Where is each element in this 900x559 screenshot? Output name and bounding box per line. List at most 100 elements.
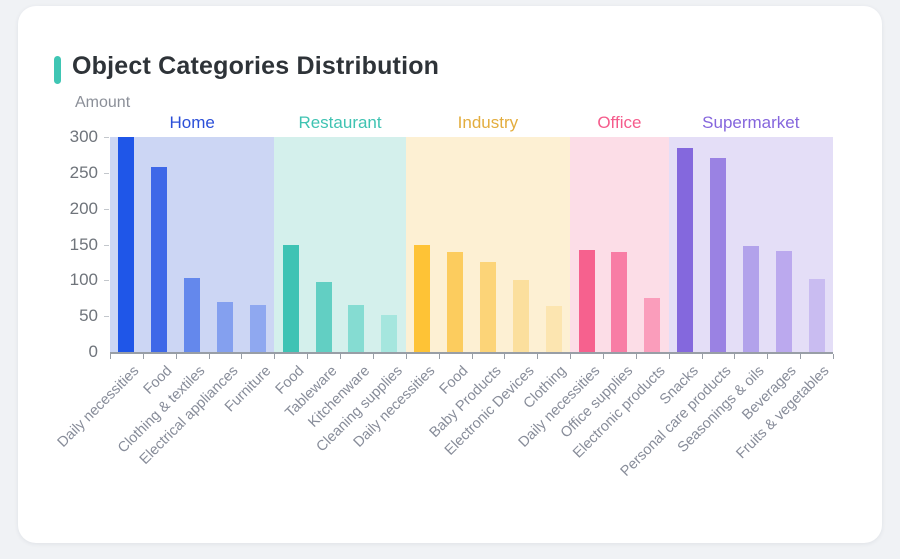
- x-axis-tick: [142, 354, 144, 359]
- x-axis-tick: [438, 354, 440, 359]
- x-axis-tick: [504, 354, 506, 359]
- y-tick-label: 0: [88, 342, 98, 361]
- chart-card: Object Categories Distribution Amount 0 5…: [18, 6, 882, 543]
- group-panel-supermarket: [668, 137, 833, 352]
- x-axis-tick: [340, 354, 342, 359]
- bar-restaurant-kitchenware[interactable]: [348, 304, 365, 352]
- bar-supermarket-fruits-vegetables[interactable]: [808, 278, 825, 352]
- bar-restaurant-tableware[interactable]: [315, 281, 332, 352]
- bar-slot: [570, 137, 603, 352]
- title-accent-bar: [54, 56, 61, 84]
- x-axis-tick: [175, 354, 177, 359]
- bar-home-food[interactable]: [151, 167, 168, 352]
- bar-slot: [471, 137, 504, 352]
- x-label-slot: Furniture: [222, 357, 274, 527]
- bar-slot: [373, 137, 406, 352]
- x-axis-tick: [307, 354, 309, 359]
- bar-home-furniture[interactable]: [249, 305, 266, 352]
- y-axis-tick: [104, 280, 109, 282]
- y-axis-tick: [104, 172, 109, 174]
- bar-slot: [110, 137, 143, 352]
- x-label-slot: Beverages: [740, 357, 800, 527]
- group-panel-industry: [405, 137, 571, 352]
- y-tick-label: 100: [69, 270, 98, 290]
- y-tick-label: 50: [79, 306, 98, 326]
- x-label-slot: Cleaning supplies: [313, 357, 406, 527]
- x-axis-tick: [701, 354, 703, 359]
- y-axis-ticks: [104, 137, 110, 352]
- bar-slot: [734, 137, 767, 352]
- y-tick-label: 150: [69, 234, 98, 254]
- group-label-row: Home Restaurant Industry Office Supermarket: [110, 111, 833, 135]
- y-axis-title: Amount: [75, 94, 131, 111]
- x-axis-tick: [405, 354, 407, 359]
- bar-slot: [636, 137, 669, 352]
- x-axis-tick: [537, 354, 539, 359]
- bar-industry-food[interactable]: [447, 252, 464, 352]
- x-axis-tick: [800, 354, 802, 359]
- x-label-slot: Electrical appliances: [137, 357, 242, 527]
- bar-slot: [669, 137, 702, 352]
- bar-supermarket-snacks[interactable]: [677, 147, 694, 352]
- bar-supermarket-beverages[interactable]: [775, 250, 792, 352]
- x-label-slot: Fruits & vegetables: [734, 357, 833, 527]
- bar-office-daily-necessities[interactable]: [578, 250, 595, 352]
- group-label-supermarket: Supermarket: [702, 113, 800, 132]
- x-axis-labels: Daily necessities Food Clothing & textiles…: [55, 357, 833, 527]
- bar-office-office-supplies[interactable]: [611, 252, 628, 352]
- bar-slot: [406, 137, 439, 352]
- x-axis-tick: [372, 354, 374, 359]
- bar-supermarket-seasonings-oils[interactable]: [742, 245, 759, 352]
- bar-home-daily-necessities[interactable]: [118, 137, 135, 352]
- bar-slot: [603, 137, 636, 352]
- bar-slot: [340, 137, 373, 352]
- bar-office-electronic-products[interactable]: [644, 297, 661, 352]
- x-axis-tick: [734, 354, 736, 359]
- bar-slot: [504, 137, 537, 352]
- x-label-slot: Daily necessities: [351, 357, 439, 527]
- x-axis-tick: [635, 354, 637, 359]
- x-axis-tick: [602, 354, 604, 359]
- x-label-slot: Clothing & textiles: [115, 357, 209, 527]
- x-label-slot: Baby Products: [426, 357, 505, 527]
- bar-slot: [143, 137, 176, 352]
- group-panel-home: [110, 137, 275, 352]
- bar-slot: [274, 137, 307, 352]
- x-axis-tick: [833, 354, 834, 359]
- bar-industry-daily-necessities[interactable]: [414, 244, 431, 352]
- bar-industry-electronic-devices[interactable]: [512, 280, 529, 352]
- x-axis-tick: [274, 354, 276, 359]
- y-axis-tick: [104, 137, 109, 138]
- x-axis-tick: [570, 354, 572, 359]
- y-tick-label: 200: [69, 198, 98, 218]
- bar-supermarket-personal-care-products[interactable]: [709, 157, 726, 352]
- x-axis-ticks: [110, 354, 834, 360]
- bar-slot: [767, 137, 800, 352]
- bar-slot: [537, 137, 570, 352]
- y-axis-tick-labels: 0 50 100 150 200 250 300: [42, 6, 98, 406]
- bar-slot: [241, 137, 274, 352]
- bar-slot: [307, 137, 340, 352]
- bar-restaurant-cleaning-supplies[interactable]: [381, 315, 398, 352]
- x-axis-tick: [110, 354, 111, 359]
- page-title: Object Categories Distribution: [72, 52, 440, 80]
- group-label-office: Office: [597, 113, 642, 132]
- group-label-industry: Industry: [457, 113, 519, 132]
- group-panel-restaurant: [274, 137, 406, 352]
- bar-slot: [800, 137, 833, 352]
- bar-industry-clothing[interactable]: [545, 306, 562, 352]
- bar-slot: [439, 137, 472, 352]
- bar-slot: [176, 137, 209, 352]
- x-axis-tick: [767, 354, 769, 359]
- bar-home-clothing-textiles[interactable]: [184, 278, 201, 352]
- x-axis-tick: [208, 354, 210, 359]
- x-axis-tick: [471, 354, 473, 359]
- bar-industry-baby-products[interactable]: [479, 261, 496, 352]
- y-tick-label: 250: [69, 162, 98, 182]
- y-tick-label: 300: [69, 127, 98, 146]
- bar-restaurant-food[interactable]: [282, 245, 299, 352]
- y-axis-tick: [104, 244, 109, 246]
- bar-home-electrical-appliances[interactable]: [217, 301, 233, 352]
- x-label-slot: Clothing: [521, 357, 570, 527]
- plot-area: [110, 137, 833, 354]
